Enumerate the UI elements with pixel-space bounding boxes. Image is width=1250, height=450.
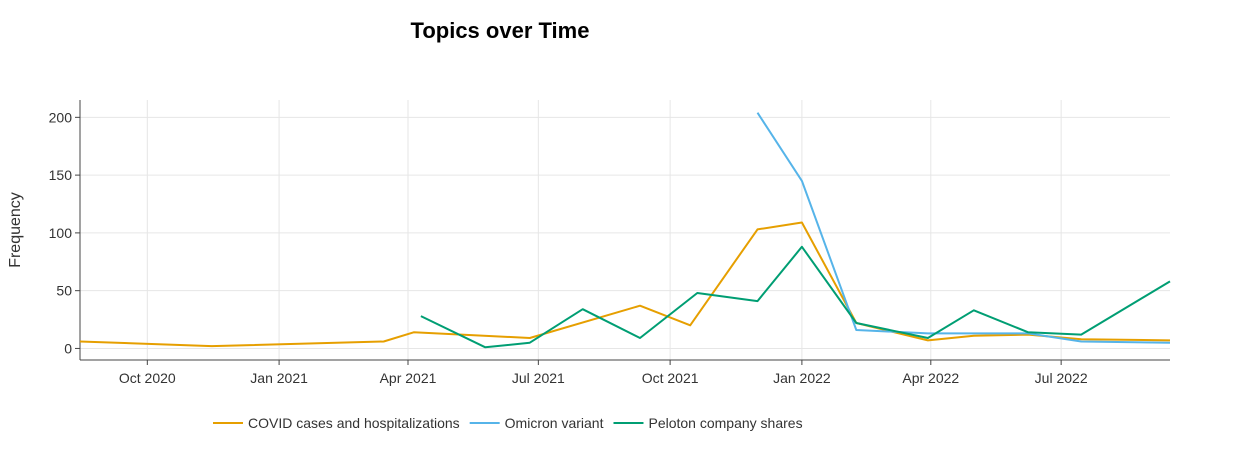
legend: COVID cases and hospitalizations Omicron …: [213, 415, 803, 431]
y-tick-label: 200: [49, 109, 73, 125]
x-tick-label: Jul 2022: [1035, 370, 1088, 386]
y-axis-label: Frequency: [7, 192, 24, 268]
x-tick-label: Jan 2021: [250, 370, 308, 386]
grid: [80, 100, 1170, 360]
x-tick-label: Oct 2020: [119, 370, 176, 386]
y-tick-label: 100: [49, 225, 73, 241]
axes: 0 50 100 150 200 Oct 2020 Jan 2021 Apr 2021 Jul …: [49, 100, 1170, 386]
x-tick-label: Apr 2021: [380, 370, 437, 386]
series-lines: [79, 112, 1171, 349]
x-tick-label: Jan 2022: [773, 370, 831, 386]
chart-title: Topics over Time: [411, 18, 590, 43]
x-tick-label: Apr 2022: [902, 370, 959, 386]
series-line-2: [420, 245, 1171, 349]
x-tick-label: Jul 2021: [512, 370, 565, 386]
y-tick-label: 150: [49, 167, 73, 183]
legend-label: Omicron variant: [505, 415, 604, 431]
y-tick-label: 0: [64, 340, 72, 356]
series-line-1: [756, 112, 1171, 344]
x-tick-label: Oct 2021: [642, 370, 699, 386]
legend-label: Peloton company shares: [648, 415, 802, 431]
y-tick-label: 50: [56, 283, 72, 299]
legend-label: COVID cases and hospitalizations: [248, 415, 460, 431]
series-line-0: [79, 221, 1171, 348]
